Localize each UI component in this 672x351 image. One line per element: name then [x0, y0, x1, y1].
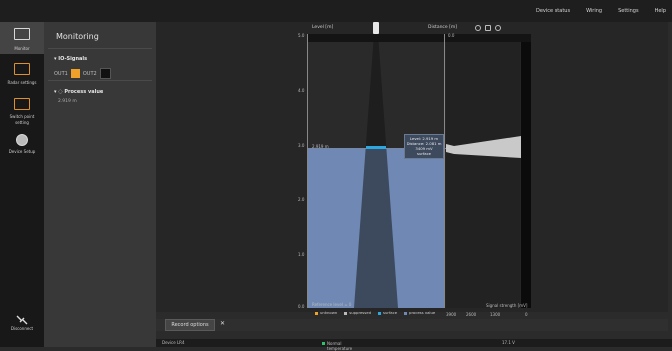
level-marker: 2.919 m	[312, 144, 329, 149]
left-nav: Monitor Radar settings Switch point sett…	[0, 22, 44, 347]
level-line	[308, 148, 468, 149]
status-bar: Device LR4 Normal temperature 17.1 V	[156, 339, 672, 351]
chart-legend: unknown suppressed surface process value	[315, 310, 435, 315]
nav-device-setup[interactable]: Device Setup	[0, 132, 44, 156]
nav-switch-point-label: Switch point setting	[9, 114, 35, 125]
menu-help[interactable]: Help	[654, 8, 666, 14]
divider	[48, 48, 152, 49]
nav-device-setup-label: Device Setup	[8, 149, 36, 154]
left-tick: 4.0	[298, 88, 305, 93]
signal-curve	[446, 136, 521, 158]
signal-tick: 1300	[490, 312, 501, 317]
io-row: OUT1 OUT2	[54, 68, 154, 79]
level-tooltip: Level: 2.919 m Distance: 2.081 m 3409 mV…	[404, 134, 444, 159]
menu-settings[interactable]: Settings	[618, 8, 639, 14]
top-bar: Device status Wiring Settings Help	[0, 0, 672, 22]
reference-label: Reference level = 0	[312, 302, 352, 307]
surface-marker	[366, 146, 386, 149]
right-tick: 0.0	[448, 33, 455, 38]
zoom-reset-icon[interactable]	[485, 25, 491, 31]
out2-indicator	[99, 68, 111, 79]
nav-switch-point[interactable]: Switch point setting	[0, 96, 44, 128]
nav-monitor-label: Monitor	[14, 46, 30, 51]
chart-top-strip	[308, 34, 531, 42]
panel-title: Monitoring	[56, 32, 99, 41]
left-axis-label: Level [m]	[312, 25, 334, 30]
left-tick: 5.0	[298, 33, 305, 38]
left-axis	[307, 34, 308, 308]
io-signals-title: IO-Signals	[58, 56, 88, 62]
status-voltage: 17.1 V	[502, 340, 515, 345]
signal-axis-label: Signal strength [mV]	[486, 303, 528, 308]
left-tick: 1.0	[298, 252, 305, 257]
legend-process-value: process value	[404, 310, 435, 315]
status-temperature: Normal temperature	[322, 340, 352, 351]
menu-wiring[interactable]: Wiring	[586, 8, 603, 14]
tooltip-mv: 3409 mV	[415, 146, 433, 151]
device-setup-icon	[16, 134, 28, 146]
menu-device-status[interactable]: Device status	[536, 8, 571, 14]
disconnect-button[interactable]: Disconnect	[0, 315, 44, 331]
record-options-button[interactable]: Record options	[165, 319, 215, 331]
signal-tick: 3900	[446, 312, 457, 317]
close-icon[interactable]: ✕	[220, 320, 226, 327]
signal-tick: 0	[525, 312, 528, 317]
divider	[48, 80, 152, 81]
tooltip-distance: Distance: 2.081 m	[406, 141, 442, 146]
io-signals-header[interactable]: ▾ IO-Signals	[54, 56, 88, 62]
left-tick: 3.0	[298, 143, 305, 148]
right-axis-label: Distance [m]	[428, 25, 458, 30]
right-axis	[444, 34, 445, 308]
io-signals-section: ▾ IO-Signals OUT1 OUT2	[54, 56, 154, 79]
left-tick: 0.0	[298, 304, 305, 309]
left-tick: 2.0	[298, 197, 305, 202]
monitoring-panel: Monitoring ▾ IO-Signals OUT1 OUT2 ▾ ◌ Pr…	[44, 22, 156, 347]
legend-suppressed: suppressed	[344, 310, 371, 315]
nav-radar-settings[interactable]: Radar settings	[0, 60, 44, 90]
top-menu: Device status Wiring Settings Help	[536, 0, 666, 22]
out2-label: OUT2	[82, 70, 97, 77]
sensor-icon	[373, 22, 379, 34]
legend-surface: surface	[378, 310, 397, 315]
switch-point-icon	[14, 98, 30, 110]
disconnect-label: Disconnect	[10, 326, 34, 331]
radar-settings-icon	[14, 63, 30, 75]
record-bar	[156, 319, 668, 331]
disconnect-icon	[16, 315, 28, 325]
process-value-title: Process value	[64, 89, 104, 95]
nav-monitor[interactable]: Monitor	[0, 22, 44, 54]
signal-panel	[446, 42, 520, 308]
status-device: Device LR4	[162, 340, 185, 345]
radar-beam	[354, 34, 398, 308]
out1-label: OUT1	[54, 70, 68, 77]
process-value: 2.919 m	[58, 99, 77, 104]
process-value-header[interactable]: ▾ ◌ Process value	[54, 89, 104, 95]
out1-indicator	[70, 69, 80, 78]
signal-bar	[521, 42, 531, 308]
tooltip-level: Level: 2.919 m	[409, 136, 439, 141]
monitor-icon	[14, 28, 30, 40]
tooltip-type: surface	[416, 151, 432, 156]
zoom-out-icon[interactable]	[495, 25, 501, 31]
process-value-section: ▾ ◌ Process value 2.919 m	[54, 89, 154, 104]
signal-tick: 2600	[466, 312, 477, 317]
nav-radar-settings-label: Radar settings	[7, 80, 37, 85]
legend-unknown: unknown	[315, 310, 337, 315]
zoom-in-icon[interactable]	[475, 25, 481, 31]
